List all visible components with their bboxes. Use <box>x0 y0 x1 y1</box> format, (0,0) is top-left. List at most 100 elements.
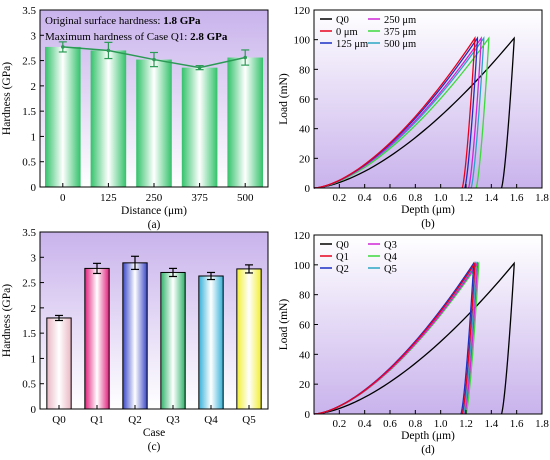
x-tick-label: 0.2 <box>332 192 346 204</box>
x-tick-label: 0.6 <box>383 418 397 430</box>
legend-label: 125 μm <box>336 39 368 50</box>
bar <box>122 262 148 410</box>
y-tick-label: 100 <box>294 35 311 47</box>
panel-b: 0 20 40 60 80 100 120 0.2 0.4 0.6 0.8 1.0 1.2 1.4 1.6 1… <box>278 5 549 230</box>
legend-label: Q0 <box>336 15 349 26</box>
y-tick-label: 40 <box>299 349 311 361</box>
x-tick-label: 1.8 <box>535 192 549 204</box>
plot-frame <box>39 231 269 410</box>
trend-point <box>243 55 247 60</box>
plot-background <box>40 232 268 409</box>
panel-a: 0 0.5 1 1.5 2 2.5 3 3.5 0 125 250 375 500 Distance (μ… <box>1 5 269 231</box>
y-tick-label: 2.5 <box>22 56 36 68</box>
y-tick-label: 0.5 <box>22 157 36 169</box>
legend-label: Q5 <box>384 264 397 275</box>
panel-d: 0 20 40 60 80 100 120 0.2 0.4 0.6 0.8 1.0 1.2 1.4 1.6 1… <box>278 230 549 456</box>
y-tick-label: 3 <box>31 252 37 264</box>
x-tick-label: 375 <box>191 192 208 204</box>
x-tick-label: Q1 <box>90 414 103 426</box>
annotation-value: 1.8 GPa <box>163 15 201 27</box>
x-tick-label: 0 <box>60 192 66 204</box>
trend-point <box>152 57 156 62</box>
x-tick-label: Q4 <box>204 414 218 426</box>
y-tick-label: 60 <box>299 94 311 106</box>
x-tick-label: 500 <box>237 192 254 204</box>
x-tick-label: 1.2 <box>459 192 473 204</box>
legend-label: Q0 <box>336 240 349 251</box>
bar <box>160 271 186 410</box>
y-tick-label: 0 <box>305 409 311 421</box>
panel-label: (a) <box>148 219 161 231</box>
legend-label: Q1 <box>336 252 349 263</box>
bar <box>181 67 218 187</box>
load-curve <box>313 36 476 189</box>
bar <box>45 46 81 187</box>
load-curve <box>313 36 515 189</box>
y-tick-label: 1 <box>31 131 37 143</box>
x-tick-label: 1.0 <box>434 192 448 204</box>
bar <box>227 57 263 188</box>
x-tick-label: 1.0 <box>434 418 448 430</box>
x-tick-label: 0.2 <box>332 418 346 430</box>
x-axis-label: Depth (μm) <box>401 430 455 442</box>
y-tick-label: 0.5 <box>22 379 36 391</box>
plot-background <box>314 235 542 414</box>
x-tick-label: 1.6 <box>510 192 524 204</box>
annotation-value: 2.8 GPa <box>190 31 228 43</box>
bar <box>198 275 224 410</box>
trend-point <box>61 45 65 49</box>
x-tick-label: 0.4 <box>358 192 372 204</box>
y-tick-label: 3.5 <box>22 5 36 17</box>
legend-label: Q2 <box>336 264 349 275</box>
legend-label: Q3 <box>384 240 397 251</box>
x-axis-label: Case <box>143 427 165 439</box>
y-tick-label: 0 <box>31 182 37 194</box>
y-tick-label: 3 <box>31 30 37 42</box>
y-tick-label: 40 <box>299 124 311 136</box>
y-tick-label: 100 <box>294 260 311 272</box>
y-tick-label: 2 <box>31 81 37 93</box>
x-axis-label: Depth (μm) <box>401 204 455 216</box>
y-tick-label: 0 <box>305 183 311 195</box>
y-axis-label: Load (mN) <box>278 299 290 351</box>
x-tick-label: 0.4 <box>358 418 372 430</box>
y-tick-label: 120 <box>294 230 311 242</box>
bar <box>46 317 72 410</box>
y-axis-label: Hardness (GPa) <box>1 62 13 135</box>
x-tick-label: Q2 <box>128 414 141 426</box>
panel-c: 0 0.5 1 1.5 2 2.5 3 3.5 Q0 Q1 Q2 Q3 Q4 Q5 Case Hardness… <box>1 227 269 453</box>
x-tick-label: 1.2 <box>459 418 473 430</box>
trend-point <box>106 48 111 53</box>
legend-label: 375 μm <box>384 27 416 38</box>
x-tick-label: 125 <box>100 192 117 204</box>
x-tick-label: 0.6 <box>383 192 397 204</box>
y-tick-label: 80 <box>299 64 311 76</box>
x-tick-label: 1.4 <box>484 192 498 204</box>
x-tick-label: Q5 <box>242 414 256 426</box>
legend-label: 500 μm <box>384 39 416 50</box>
y-tick-label: 0 <box>31 404 37 416</box>
legend-label: Q4 <box>384 252 398 263</box>
x-tick-label: 1.6 <box>510 418 524 430</box>
legend-label: 0 μm <box>336 27 358 38</box>
bar <box>84 267 110 410</box>
y-tick-label: 1 <box>31 353 37 365</box>
load-curve <box>313 261 476 415</box>
y-tick-label: 2 <box>31 303 37 315</box>
y-tick-label: 20 <box>299 153 311 165</box>
y-tick-label: 3.5 <box>22 227 36 239</box>
x-tick-label: 250 <box>146 192 163 204</box>
y-tick-label: 1.5 <box>22 106 36 118</box>
y-tick-label: 60 <box>299 320 311 332</box>
bar <box>136 59 172 188</box>
annotation: Maximum hardness of Case Q1: 2.8 GPa <box>45 31 228 43</box>
panel-label: (d) <box>421 444 435 456</box>
y-axis-label: Load (mN) <box>278 73 290 125</box>
trend-point <box>197 65 202 70</box>
x-tick-label: 0.8 <box>408 418 422 430</box>
annotation-prefix: Original surface hardness: <box>45 15 163 27</box>
x-axis-label: Distance (μm) <box>121 205 187 217</box>
y-tick-label: 2.5 <box>22 278 36 290</box>
panel-label: (c) <box>148 441 161 453</box>
